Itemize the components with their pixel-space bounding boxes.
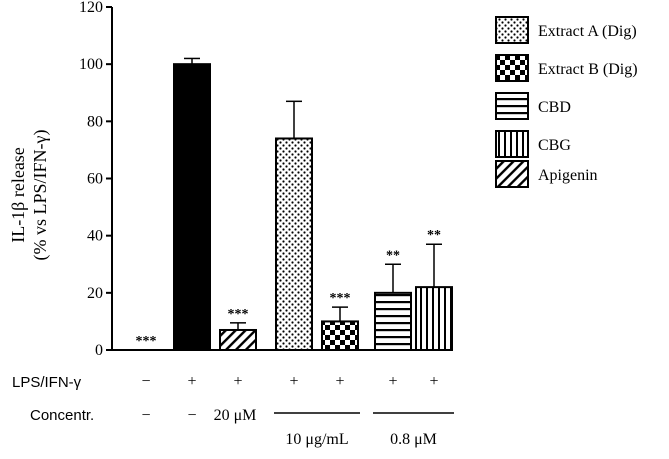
lps-sign: + bbox=[289, 373, 298, 390]
bar bbox=[275, 137, 313, 351]
lps-sign: + bbox=[187, 373, 196, 390]
significance-label: *** bbox=[330, 291, 351, 306]
row-label-lps: LPS/IFN-γ bbox=[12, 374, 82, 391]
group-label: 0.8 μM bbox=[390, 431, 437, 448]
y-tick-label: 0 bbox=[95, 342, 103, 359]
y-axis-title: IL-1β release (% vs LPS/IFN-γ) bbox=[8, 130, 51, 261]
legend-swatch bbox=[495, 160, 529, 188]
lps-sign: + bbox=[233, 373, 242, 390]
legend-swatch bbox=[495, 92, 529, 120]
legend-swatch bbox=[495, 130, 529, 158]
y-tick-label: 60 bbox=[87, 171, 103, 188]
y-tick-label: 80 bbox=[87, 113, 103, 130]
legend: Extract A (Dig) Extract B (Dig) CBD CBG Apig… bbox=[495, 16, 638, 188]
bar bbox=[173, 63, 211, 352]
y-tick-label: 20 bbox=[87, 285, 103, 302]
legend-label: Extract A (Dig) bbox=[538, 23, 637, 40]
concentration-value: − bbox=[187, 407, 196, 424]
bar bbox=[219, 328, 257, 352]
axes: 0 20 40 60 80 100 120 bbox=[79, 0, 452, 359]
legend-swatch bbox=[495, 54, 529, 82]
legend-label: Apigenin bbox=[538, 167, 598, 184]
y-tick-label: 120 bbox=[79, 0, 103, 16]
group-label: 10 μg/mL bbox=[285, 431, 348, 448]
bars: ************* bbox=[136, 57, 453, 352]
row-label-concentration: Concentr. bbox=[30, 407, 94, 424]
legend-label: CBG bbox=[538, 137, 571, 154]
concentration-value: − bbox=[141, 407, 150, 424]
y-tick-label: 100 bbox=[79, 56, 103, 73]
lps-sign: + bbox=[335, 373, 344, 390]
y-tick-label: 40 bbox=[87, 228, 103, 245]
category-rows: LPS/IFN-γ Concentr. − − + − +20 μM + + + +10 μg/mL… bbox=[12, 373, 454, 448]
significance-label: *** bbox=[136, 334, 157, 349]
legend-swatch bbox=[495, 16, 529, 44]
bar bbox=[374, 291, 412, 352]
bar bbox=[321, 320, 359, 351]
significance-label: ** bbox=[386, 248, 400, 263]
lps-sign: + bbox=[388, 373, 397, 390]
y-axis-title-line2: (% vs LPS/IFN-γ) bbox=[30, 130, 51, 261]
lps-sign: + bbox=[429, 373, 438, 390]
legend-label: Extract B (Dig) bbox=[538, 61, 638, 78]
bar bbox=[415, 286, 453, 352]
significance-label: ** bbox=[427, 228, 441, 243]
concentration-value: 20 μM bbox=[214, 407, 257, 424]
legend-label: CBD bbox=[538, 99, 571, 116]
significance-label: *** bbox=[228, 307, 249, 322]
y-axis-title-line1: IL-1β release bbox=[8, 147, 28, 243]
lps-sign: − bbox=[141, 373, 150, 390]
